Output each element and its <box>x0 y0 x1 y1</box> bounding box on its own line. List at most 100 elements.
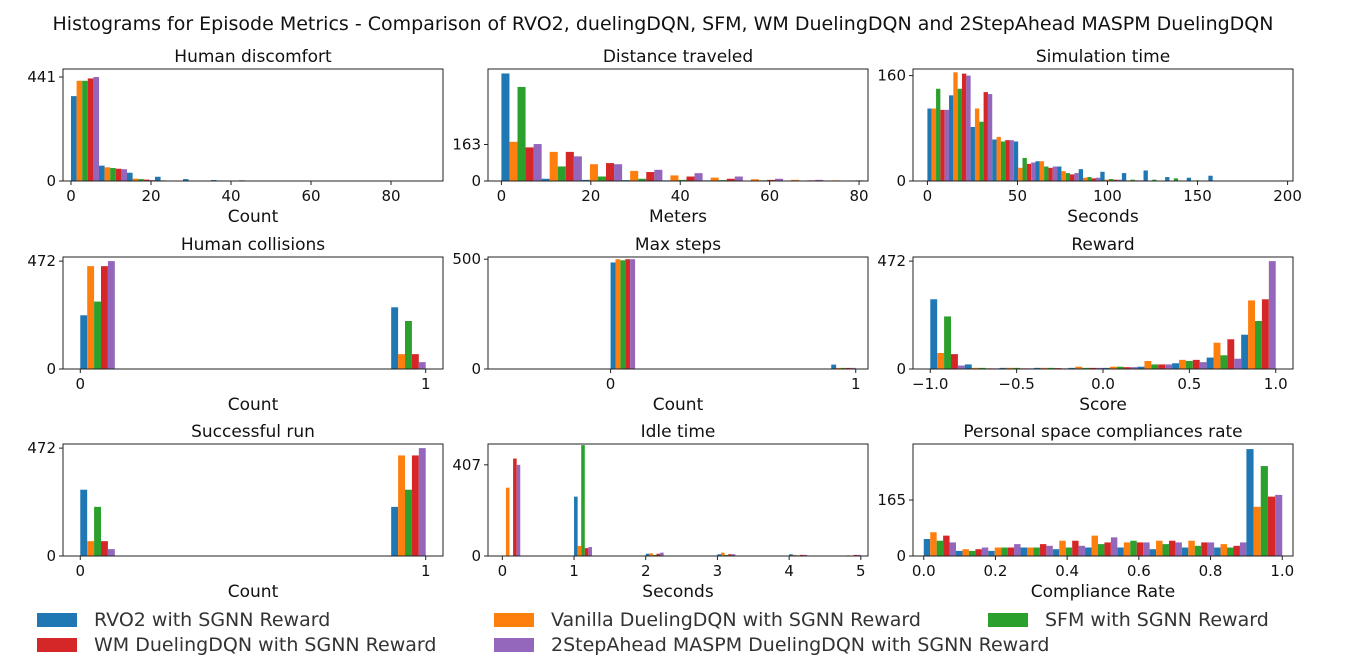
x-tick-label: 0 <box>923 187 933 205</box>
y-tick-label: 0 <box>46 360 56 378</box>
bar-sfm <box>94 506 101 556</box>
bar-wm <box>1091 178 1096 181</box>
bar-maspm <box>1046 545 1053 556</box>
bar-vanilla <box>930 532 937 556</box>
bar-rvo2 <box>1068 367 1076 369</box>
bar-rvo2 <box>717 554 722 556</box>
bar-maspm <box>573 156 582 181</box>
bar-vanilla <box>132 178 139 181</box>
bar-rvo2 <box>988 550 995 556</box>
bar-vanilla <box>1083 177 1088 181</box>
bar-rvo2 <box>1206 357 1214 369</box>
bar-sfm <box>1185 361 1193 369</box>
bar-rvo2 <box>789 554 793 556</box>
bar-rvo2 <box>391 506 399 556</box>
bar-sfm <box>94 301 101 369</box>
bar-maspm <box>966 75 971 181</box>
bar-rvo2 <box>1052 549 1060 556</box>
y-tick-label: 0 <box>46 547 56 565</box>
x-tick-label: 0.4 <box>1055 562 1079 580</box>
bar-sfm <box>581 445 585 556</box>
x-tick-label: 2 <box>641 562 651 580</box>
x-tick-label: 200 <box>1273 187 1302 205</box>
bar-vanilla <box>1027 547 1034 556</box>
x-tick-label: −0.5 <box>998 375 1034 393</box>
x-tick-label: 0 <box>606 375 616 393</box>
bar-maspm <box>1052 166 1058 181</box>
subplot-5: Max steps 0 1 0 500 Count <box>452 235 869 415</box>
x-tick-label: 0.2 <box>984 562 1008 580</box>
bar-sfm <box>1044 166 1049 181</box>
bar-wm <box>845 367 851 369</box>
bars <box>610 259 856 369</box>
bars <box>505 445 861 556</box>
x-tick-label: 1 <box>569 562 579 580</box>
legend-item-vanilla: Vanilla DuelingDQN with SGNN Reward <box>494 609 921 631</box>
axes-frame <box>487 68 869 182</box>
x-tick-label: 80 <box>381 187 400 205</box>
bar-rvo2 <box>1085 547 1092 556</box>
y-tick-label: 0 <box>896 172 906 190</box>
bar-wm <box>726 178 735 181</box>
bar-vanilla <box>1059 540 1066 556</box>
bar-rvo2 <box>1100 171 1105 181</box>
bar-rvo2 <box>610 262 616 369</box>
subplot-6: Reward −1.0 −0.5 0.0 0.5 1.0 0 472 Score <box>877 235 1294 415</box>
bar-wm <box>975 549 982 556</box>
bar-rvo2 <box>1246 449 1254 556</box>
bar-rvo2 <box>956 550 963 556</box>
x-tick-label: 0.8 <box>1199 562 1223 580</box>
bar-sfm <box>597 176 607 181</box>
bar-vanilla <box>670 175 679 181</box>
subplot-title: Distance traveled <box>603 47 753 67</box>
bar-vanilla <box>996 136 1001 181</box>
bar-sfm <box>405 321 412 369</box>
bar-maspm <box>1117 179 1122 181</box>
bar-wm <box>115 168 122 181</box>
bar-maspm <box>1078 545 1086 556</box>
bar-rvo2 <box>99 165 105 181</box>
bar-maspm <box>1110 537 1118 556</box>
figure-title: Histograms for Episode Metrics - Compari… <box>53 13 1274 35</box>
bar-maspm <box>1014 544 1021 556</box>
x-axis-label: Count <box>228 582 279 602</box>
legend-label: 2StepAhead MASPM DuelingDQN with SGNN Re… <box>551 634 1049 656</box>
bar-wm <box>1233 545 1240 556</box>
axes-frame <box>62 256 444 370</box>
bar-sfm <box>138 179 144 181</box>
bar-vanilla <box>577 545 582 556</box>
subplot-title: Max steps <box>635 235 721 255</box>
y-tick-label: 0 <box>46 172 56 190</box>
bar-maspm <box>1009 140 1014 181</box>
bar-vanilla <box>710 177 719 181</box>
bar-sfm <box>1022 157 1027 181</box>
bar-rvo2 <box>71 96 77 181</box>
bar-sfm <box>652 554 657 556</box>
y-tick-label: 472 <box>27 439 56 457</box>
y-tick-label: 472 <box>877 252 906 270</box>
bar-wm <box>646 172 655 181</box>
bar-sfm <box>1082 367 1090 369</box>
x-tick-label: 0.6 <box>1127 562 1151 580</box>
bar-vanilla <box>1109 366 1117 369</box>
bar-vanilla <box>87 266 95 369</box>
bar-wm <box>1104 542 1111 556</box>
x-axis-label: Meters <box>649 207 707 227</box>
bar-sfm <box>557 166 566 181</box>
bar-sfm <box>724 554 729 556</box>
bar-vanilla <box>971 367 979 369</box>
bar-maspm <box>1175 542 1182 556</box>
x-axis-label: Seconds <box>1067 207 1139 227</box>
legend-swatch <box>37 638 77 652</box>
legend-swatch <box>494 638 534 652</box>
bar-rvo2 <box>1137 366 1145 369</box>
bar-rvo2 <box>1117 547 1124 556</box>
bar-maspm <box>533 144 542 181</box>
x-tick-label: 60 <box>301 187 320 205</box>
bar-vanilla <box>974 108 980 181</box>
subplot-8: Idle time 0 1 2 3 4 5 0 407 Seconds <box>452 422 869 602</box>
bar-rvo2 <box>1214 547 1221 556</box>
bar-rvo2 <box>574 496 578 556</box>
subplot-2: Distance traveled 0 20 40 60 80 0 163 Meters <box>452 47 868 227</box>
